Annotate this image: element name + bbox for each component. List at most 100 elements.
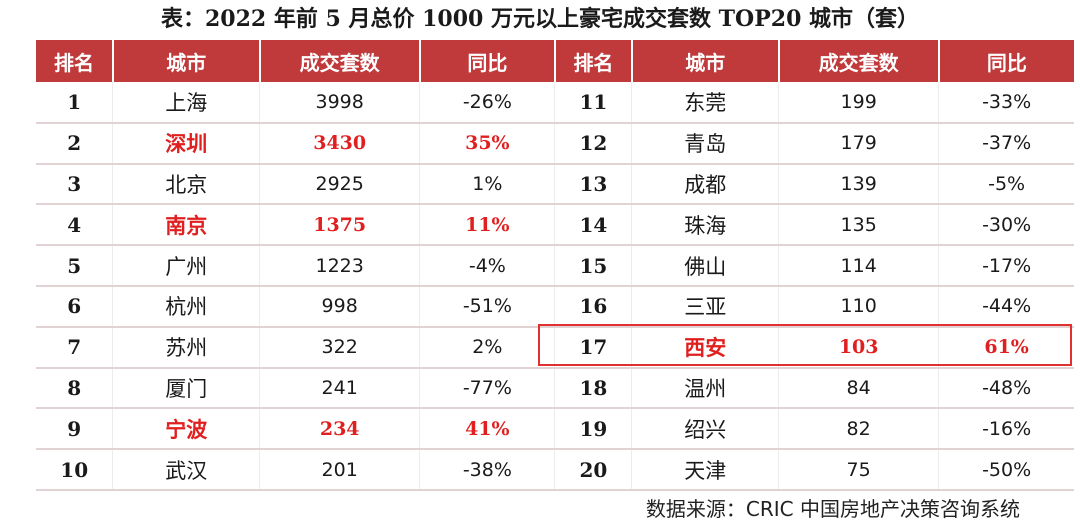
header-city-left: 城市 — [112, 40, 261, 82]
count-cell-left: 3998 — [259, 82, 421, 124]
count-cell-left: 201 — [259, 449, 421, 491]
city-cell-right: 三亚 — [631, 285, 780, 328]
city-cell-left: 苏州 — [112, 326, 261, 369]
table-row: 8 厦门 241 -77% 18 温州 84 -48% — [36, 367, 1074, 410]
count-cell-left: 3430 — [259, 122, 421, 165]
yoy-cell-right: -17% — [938, 245, 1074, 287]
count-cell-right: 114 — [778, 245, 940, 287]
city-cell-left: 广州 — [112, 245, 261, 287]
yoy-cell-left: -51% — [419, 285, 556, 328]
count-cell-right: 110 — [778, 285, 940, 328]
city-cell-right: 西安 — [631, 326, 780, 369]
count-cell-right: 103 — [778, 326, 940, 369]
table-row: 2 深圳 3430 35% 12 青岛 179 -37% — [36, 122, 1074, 165]
header-city-right: 城市 — [631, 40, 780, 82]
city-cell-right: 青岛 — [631, 122, 780, 165]
yoy-cell-left: 2% — [419, 326, 556, 369]
rank-cell-left: 2 — [36, 122, 114, 165]
header-count-left: 成交套数 — [259, 40, 421, 82]
rank-cell-right: 14 — [554, 204, 633, 247]
yoy-cell-right: -33% — [938, 82, 1074, 124]
rank-cell-left: 4 — [36, 204, 114, 247]
ranking-table-container: 排名 城市 成交套数 同比 排名 城市 成交套数 同比 1 上海 3998 -26% 1… — [36, 40, 1074, 491]
city-cell-left: 武汉 — [112, 449, 261, 491]
city-cell-right: 珠海 — [631, 204, 780, 247]
data-source-note: 数据来源：CRIC 中国房地产决策咨询系统 — [645, 497, 1020, 521]
header-rank-left: 排名 — [36, 40, 114, 82]
rank-cell-left: 3 — [36, 163, 114, 206]
city-cell-right: 天津 — [631, 449, 780, 491]
count-cell-right: 179 — [778, 122, 940, 165]
city-cell-right: 成都 — [631, 163, 780, 206]
table-row: 1 上海 3998 -26% 11 东莞 199 -33% — [36, 82, 1074, 124]
rank-cell-right: 13 — [554, 163, 633, 206]
city-cell-left: 北京 — [112, 163, 261, 206]
count-cell-right: 139 — [778, 163, 940, 206]
table-row: 5 广州 1223 -4% 15 佛山 114 -17% — [36, 245, 1074, 287]
yoy-cell-left: -77% — [419, 367, 556, 410]
rank-cell-left: 10 — [36, 449, 114, 491]
yoy-cell-right: -37% — [938, 122, 1074, 165]
count-cell-left: 1223 — [259, 245, 421, 287]
rank-cell-right: 12 — [554, 122, 633, 165]
table-row: 10 武汉 201 -38% 20 天津 75 -50% — [36, 449, 1074, 491]
rank-cell-right: 18 — [554, 367, 633, 410]
rank-cell-right: 15 — [554, 245, 633, 287]
rank-cell-left: 5 — [36, 245, 114, 287]
city-cell-left: 上海 — [112, 82, 261, 124]
yoy-cell-left: -38% — [419, 449, 556, 491]
table-row: 7 苏州 322 2% 17 西安 103 61% — [36, 326, 1074, 369]
count-cell-left: 1375 — [259, 204, 421, 247]
table-header-row: 排名 城市 成交套数 同比 排名 城市 成交套数 同比 — [36, 40, 1074, 82]
count-cell-right: 82 — [778, 408, 940, 451]
yoy-cell-right: -44% — [938, 285, 1074, 328]
yoy-cell-right: 61% — [938, 326, 1074, 369]
rank-cell-right: 19 — [554, 408, 633, 451]
city-cell-right: 温州 — [631, 367, 780, 410]
rank-cell-right: 20 — [554, 449, 633, 491]
count-cell-left: 998 — [259, 285, 421, 328]
rank-cell-right: 11 — [554, 82, 633, 124]
city-cell-left: 杭州 — [112, 285, 261, 328]
count-cell-right: 84 — [778, 367, 940, 410]
rank-cell-left: 9 — [36, 408, 114, 451]
city-cell-left: 深圳 — [112, 122, 261, 165]
yoy-cell-left: 41% — [419, 408, 556, 451]
header-yoy-left: 同比 — [419, 40, 556, 82]
rank-cell-right: 17 — [554, 326, 633, 369]
city-cell-left: 宁波 — [112, 408, 261, 451]
count-cell-left: 241 — [259, 367, 421, 410]
count-cell-left: 2925 — [259, 163, 421, 206]
count-cell-left: 322 — [259, 326, 421, 369]
header-yoy-right: 同比 — [938, 40, 1074, 82]
ranking-table: 排名 城市 成交套数 同比 排名 城市 成交套数 同比 1 上海 3998 -26% 1… — [36, 40, 1074, 491]
yoy-cell-right: -16% — [938, 408, 1074, 451]
yoy-cell-left: 35% — [419, 122, 556, 165]
city-cell-right: 绍兴 — [631, 408, 780, 451]
yoy-cell-right: -50% — [938, 449, 1074, 491]
table-body: 1 上海 3998 -26% 11 东莞 199 -33% 2 深圳 3430 35% 12 青岛 179-… — [36, 82, 1074, 491]
table-title: 表：2022 年前 5 月总价 1000 万元以上豪宅成交套数 TOP20 城市… — [160, 6, 920, 32]
rank-cell-left: 8 — [36, 367, 114, 410]
rank-cell-right: 16 — [554, 285, 633, 328]
city-cell-left: 南京 — [112, 204, 261, 247]
city-cell-right: 东莞 — [631, 82, 780, 124]
city-cell-left: 厦门 — [112, 367, 261, 410]
table-row: 4 南京 1375 11% 14 珠海 135 -30% — [36, 204, 1074, 247]
count-cell-right: 75 — [778, 449, 940, 491]
count-cell-right: 135 — [778, 204, 940, 247]
yoy-cell-right: -5% — [938, 163, 1074, 206]
city-cell-right: 佛山 — [631, 245, 780, 287]
yoy-cell-right: -30% — [938, 204, 1074, 247]
rank-cell-left: 6 — [36, 285, 114, 328]
count-cell-right: 199 — [778, 82, 940, 124]
table-row: 9 宁波 234 41% 19 绍兴 82 -16% — [36, 408, 1074, 451]
yoy-cell-left: -26% — [419, 82, 556, 124]
table-row: 6 杭州 998 -51% 16 三亚 110 -44% — [36, 285, 1074, 328]
yoy-cell-left: 1% — [419, 163, 556, 206]
header-rank-right: 排名 — [554, 40, 633, 82]
header-count-right: 成交套数 — [778, 40, 940, 82]
yoy-cell-left: -4% — [419, 245, 556, 287]
rank-cell-left: 7 — [36, 326, 114, 369]
yoy-cell-left: 11% — [419, 204, 556, 247]
